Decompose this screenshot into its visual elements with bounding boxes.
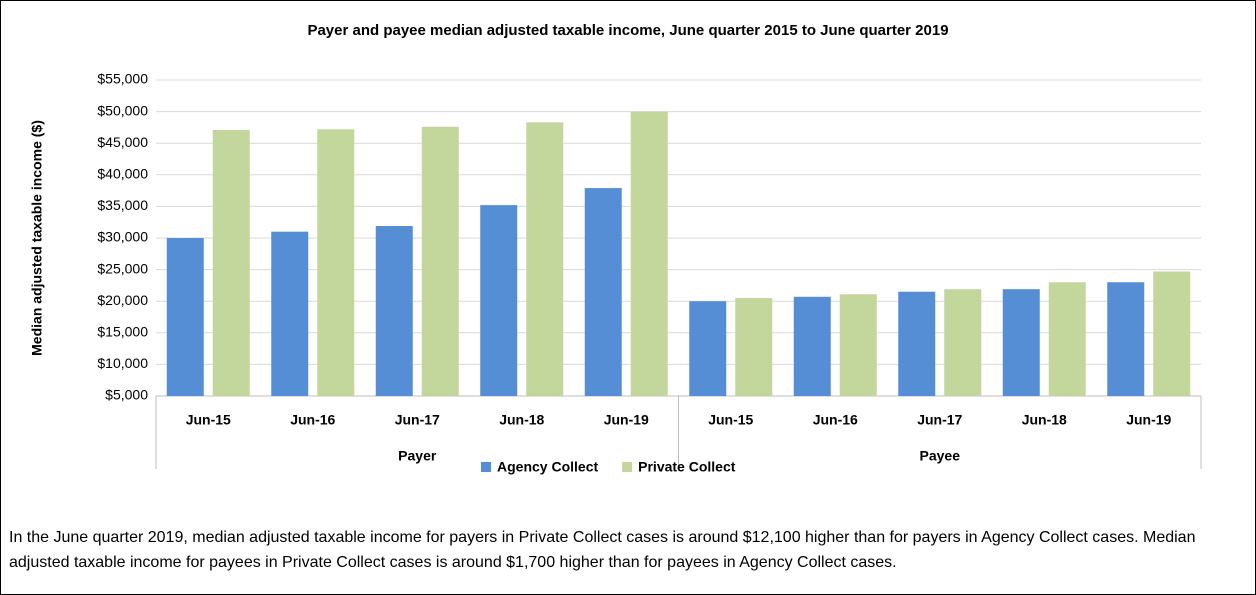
- chart: Payer and payee median adjusted taxable …: [29, 22, 1202, 475]
- x-tick-label: Jun-17: [395, 412, 440, 428]
- bar: [898, 291, 936, 396]
- x-tick-label: Jun-16: [290, 412, 335, 428]
- bar: [375, 225, 413, 396]
- bar: [526, 122, 564, 397]
- bar: [793, 296, 831, 396]
- legend-label: Private Collect: [638, 459, 736, 475]
- x-tick-label: Jun-18: [499, 412, 544, 428]
- bar: [421, 126, 459, 396]
- x-tick-label: Jun-15: [186, 412, 231, 428]
- legend-swatch: [481, 462, 491, 472]
- bar: [1048, 282, 1086, 396]
- y-axis-label: Median adjusted taxable income ($): [29, 120, 45, 356]
- legend-swatch: [622, 462, 633, 472]
- bar: [630, 111, 668, 396]
- bar: [1107, 282, 1145, 396]
- bar: [212, 129, 250, 397]
- y-tick-label: $5,000: [105, 387, 148, 403]
- bar: [839, 294, 877, 396]
- x-tick-label: Jun-19: [604, 412, 649, 428]
- bar: [1002, 289, 1040, 396]
- y-tick-label: $50,000: [97, 102, 148, 118]
- bar: [317, 129, 355, 396]
- group-label: Payer: [398, 448, 437, 464]
- legend-label: Agency Collect: [497, 459, 598, 475]
- y-tick-label: $25,000: [97, 260, 148, 276]
- x-tick-label: Jun-17: [917, 412, 962, 428]
- y-tick-label: $30,000: [97, 229, 148, 245]
- x-tick-label: Jun-19: [1126, 412, 1171, 428]
- y-tick-label: $10,000: [97, 355, 148, 371]
- x-tick-label: Jun-15: [708, 412, 753, 428]
- y-tick-label: $40,000: [97, 166, 148, 182]
- bar: [689, 301, 727, 396]
- y-tick-label: $55,000: [97, 71, 148, 87]
- y-tick-label: $35,000: [97, 197, 148, 213]
- y-tick-label: $15,000: [97, 324, 148, 340]
- bar: [480, 205, 518, 396]
- bar: [166, 238, 204, 396]
- bar: [944, 289, 982, 396]
- y-tick-label: $45,000: [97, 134, 148, 150]
- y-tick-label: $20,000: [97, 292, 148, 308]
- bar: [735, 298, 773, 396]
- group-label: Payee: [920, 448, 961, 464]
- bar: [271, 231, 309, 396]
- bar: [584, 188, 622, 396]
- note: In the June quarter 2019, median adjuste…: [9, 529, 1196, 571]
- chart-title: Payer and payee median adjusted taxable …: [307, 22, 948, 39]
- bar: [1153, 271, 1191, 396]
- x-tick-label: Jun-16: [813, 412, 858, 428]
- x-tick-label: Jun-18: [1022, 412, 1067, 428]
